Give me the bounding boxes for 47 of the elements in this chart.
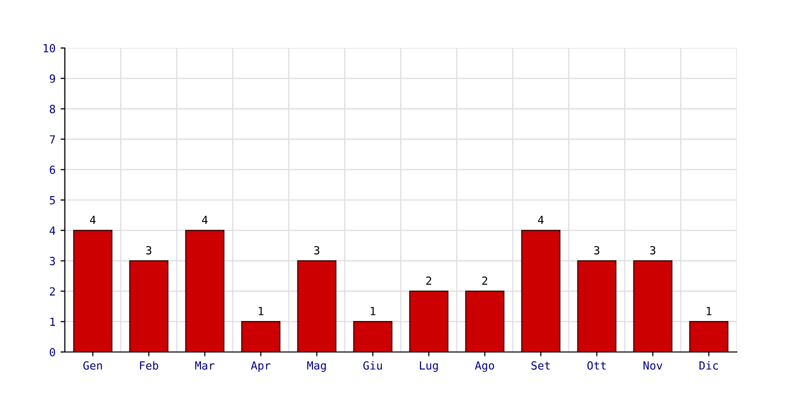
x-tick-label: Nov (644, 361, 662, 370)
y-tick-label: 9 (50, 74, 56, 83)
data-label: 2 (482, 276, 488, 285)
bar (297, 260, 336, 352)
data-label: 2 (426, 276, 432, 285)
x-tick-label: Ott (587, 361, 606, 370)
bar (185, 230, 224, 352)
x-tick-label: Ago (474, 361, 494, 372)
x-tick-label: Giu (363, 361, 382, 370)
x-tick-label: Gen (83, 361, 102, 370)
data-label: 1 (706, 307, 712, 316)
bar (521, 230, 560, 352)
data-label: 1 (258, 307, 264, 316)
bar (577, 260, 616, 352)
y-tick-label: 10 (44, 44, 56, 52)
data-label: 4 (202, 216, 208, 224)
y-tick-label: 1 (50, 318, 56, 326)
bar (633, 260, 672, 352)
x-tick-label: Dic (700, 361, 718, 370)
y-tick-label: 3 (50, 256, 55, 266)
bar (689, 321, 728, 352)
bar (353, 321, 392, 352)
bar (409, 290, 448, 352)
data-label: 3 (314, 246, 320, 254)
y-tick-label: 4 (50, 226, 56, 235)
y-tick-label: 5 (50, 196, 55, 204)
x-tick-label: Lug (420, 361, 438, 372)
x-tick-label: Mag (307, 361, 326, 372)
y-tick-label: 8 (50, 104, 56, 114)
y-tick-label: 2 (50, 287, 55, 296)
y-tick-label: 0 (50, 348, 56, 356)
bar (241, 321, 280, 352)
bar (73, 230, 112, 352)
data-label: 3 (594, 246, 600, 254)
x-tick-label: Set (532, 361, 550, 370)
x-tick-label: Mar (195, 361, 214, 370)
x-tick-label: Feb (140, 361, 158, 370)
data-label: 1 (370, 307, 376, 316)
y-tick-label: 6 (50, 166, 56, 174)
bar (465, 290, 504, 352)
data-label: 3 (650, 246, 656, 254)
data-label: 4 (538, 216, 544, 224)
data-label: 3 (146, 246, 152, 254)
y-tick-label: 7 (50, 135, 55, 144)
bar (129, 260, 168, 352)
x-tick-label: Apr (250, 361, 270, 372)
data-label: 4 (90, 216, 96, 224)
